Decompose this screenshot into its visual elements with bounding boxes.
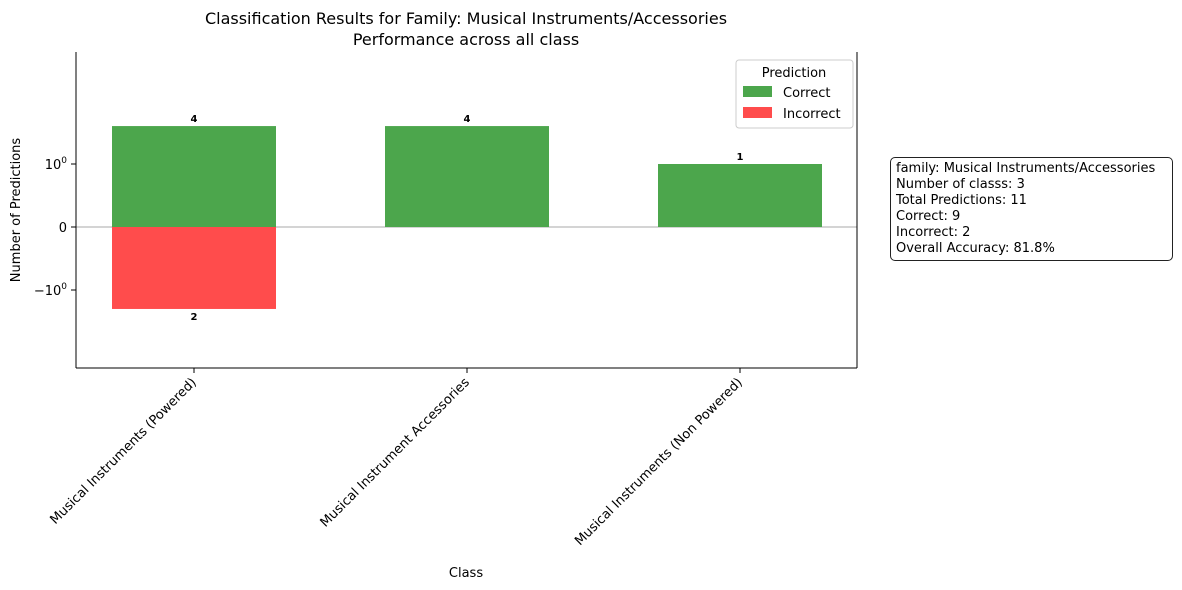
x-tick-label-2: Musical Instruments (Non Powered) [572,375,746,549]
bar-correct-0 [112,126,276,227]
data-label-1: 4 [464,114,471,125]
legend-swatch-incorrect [743,107,772,118]
info-family: family: Musical Instruments/Accessories [896,161,1156,176]
y-tick-label-0: 100 [45,156,68,173]
bar-incorrect-0 [112,227,276,309]
y-ticks: 100 0 −100 [34,156,76,299]
y-tick-label-2: −100 [34,282,67,299]
summary-info-box: family: Musical Instruments/Accessories … [890,157,1173,261]
legend-label-incorrect: Incorrect [783,107,841,122]
info-total-predictions: Total Predictions: 11 [896,193,1027,208]
plot-area: 4 4 1 2 [76,114,857,323]
legend: Prediction Correct Incorrect [735,59,854,129]
y-tick-label-1: 0 [59,221,67,236]
legend-label-correct: Correct [783,86,830,101]
bar-correct-1 [385,126,549,227]
x-ticks: Musical Instruments (Powered) Musical Ins… [47,368,746,549]
info-correct: Correct: 9 [896,209,961,224]
chart-subtitle: Performance across all class [353,30,579,49]
legend-title: Prediction [762,66,827,81]
x-tick-label-1: Musical Instrument Accessories [318,375,473,530]
legend-swatch-correct [743,86,772,97]
data-label-3: 2 [191,312,198,323]
bar-correct-2 [658,164,822,227]
info-overall-accuracy: Overall Accuracy: 81.8% [896,241,1055,256]
data-label-0: 4 [191,114,198,125]
info-class-count: Number of classs: 3 [896,177,1025,192]
chart-title: Classification Results for Family: Music… [205,9,727,28]
data-label-2: 1 [737,152,744,163]
info-incorrect: Incorrect: 2 [896,225,971,240]
x-tick-label-0: Musical Instruments (Powered) [47,375,199,527]
x-axis-label: Class [449,566,483,581]
y-axis-label: Number of Predictions [9,138,24,283]
